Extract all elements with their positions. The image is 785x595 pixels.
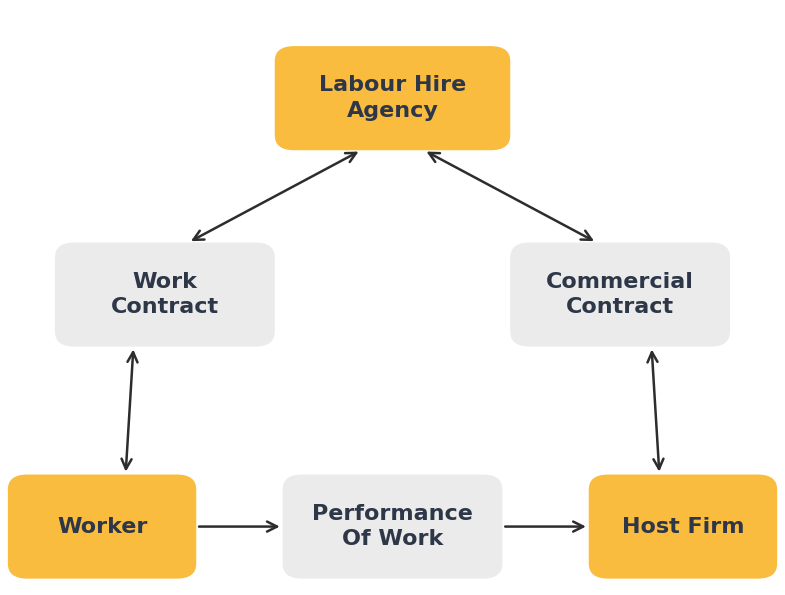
Text: Performance
Of Work: Performance Of Work [312,504,473,549]
Text: Worker: Worker [57,516,148,537]
Text: Host Firm: Host Firm [622,516,744,537]
Text: Labour Hire
Agency: Labour Hire Agency [319,76,466,121]
FancyBboxPatch shape [283,475,502,578]
FancyBboxPatch shape [8,475,196,578]
Text: Work
Contract: Work Contract [111,272,219,317]
FancyBboxPatch shape [589,475,777,578]
FancyBboxPatch shape [275,46,510,150]
FancyBboxPatch shape [55,243,275,346]
Text: Commercial
Contract: Commercial Contract [546,272,694,317]
FancyBboxPatch shape [510,243,730,346]
